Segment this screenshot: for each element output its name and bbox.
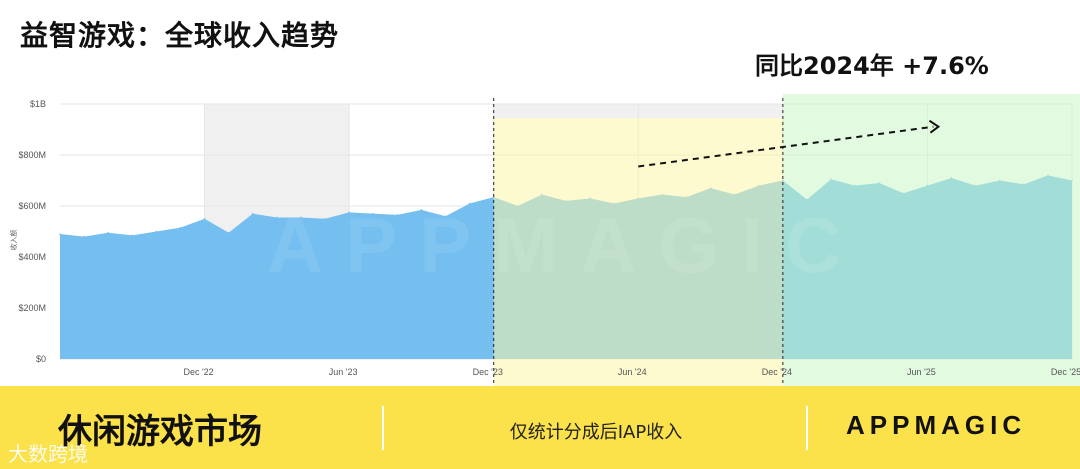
x-tick-label: Jun '24 [618,367,647,377]
y-tick-label: $200M [18,303,46,313]
y-tick-label: $0 [36,354,46,364]
x-tick-label: Dec '24 [762,367,792,377]
highlight-band [493,118,783,386]
y-tick-label: $400M [18,252,46,262]
data-point [300,216,302,219]
y-tick-label: $800M [18,150,46,160]
data-point [59,233,61,235]
data-point [276,216,278,219]
data-point [227,231,230,234]
data-point [348,211,350,214]
trend-arrow-head [928,119,941,134]
brand-logo: APPMAGIC [846,410,1027,440]
footer-divider [806,406,808,450]
data-point [155,230,158,233]
trend-arrow-line [638,125,934,168]
data-point [372,212,375,215]
data-point [107,231,109,234]
footer-bar: 休闲游戏市场 仅统计分成后IAP收入 APPMAGIC [0,386,1080,469]
x-tick-label: Dec '25 [1051,367,1080,377]
data-point [251,212,254,215]
corner-watermark: 大数跨境 [8,442,88,466]
chart-title: 益智游戏：全球收入趋势 [20,19,340,52]
data-point [468,202,471,205]
footer-note: 仅统计分成后IAP收入 [509,422,683,443]
revenue-area-chart: $0 $200M $400M $600M $800M $1B Dec '22 Jun '23 D… [9,94,1080,386]
x-tick-label: Jun '23 [329,367,358,377]
data-point [83,235,85,238]
data-point [444,215,447,217]
x-tick-label: Jun '25 [907,367,936,377]
highlight-band [782,94,1080,386]
y-axis-label: 收入额 [9,230,18,251]
watermark-text: APPMAGIC [267,201,863,289]
y-tick-label: $1B [30,99,46,109]
data-point [420,209,423,211]
footer-divider [382,406,384,450]
data-point [131,234,134,237]
x-tick-label: Dec '23 [473,367,503,377]
x-tick-label: Dec '22 [183,367,213,377]
data-point [396,214,399,216]
data-point [324,217,326,220]
band-overlays [493,94,1080,386]
y-tick-label: $600M [18,201,46,211]
footer-market-label: 休闲游戏市场 [58,412,262,452]
data-point [203,217,206,220]
yoy-growth-label: 同比2024年 +7.6% [755,52,989,80]
data-point [179,226,182,229]
axes: $0 $200M $400M $600M $800M $1B Dec '22 Jun '23 D… [9,99,1080,377]
